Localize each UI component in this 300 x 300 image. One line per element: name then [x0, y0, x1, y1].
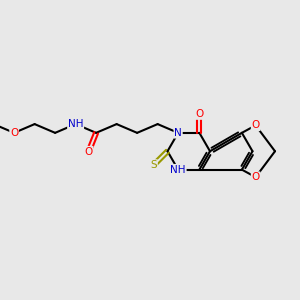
Text: O: O: [195, 109, 203, 119]
Text: NH: NH: [68, 119, 83, 129]
Text: NH: NH: [170, 165, 186, 175]
Text: O: O: [85, 147, 93, 157]
Text: O: O: [251, 172, 260, 182]
Text: O: O: [251, 120, 260, 130]
Text: O: O: [10, 128, 18, 138]
Text: N: N: [174, 128, 182, 138]
Text: S: S: [150, 160, 157, 170]
